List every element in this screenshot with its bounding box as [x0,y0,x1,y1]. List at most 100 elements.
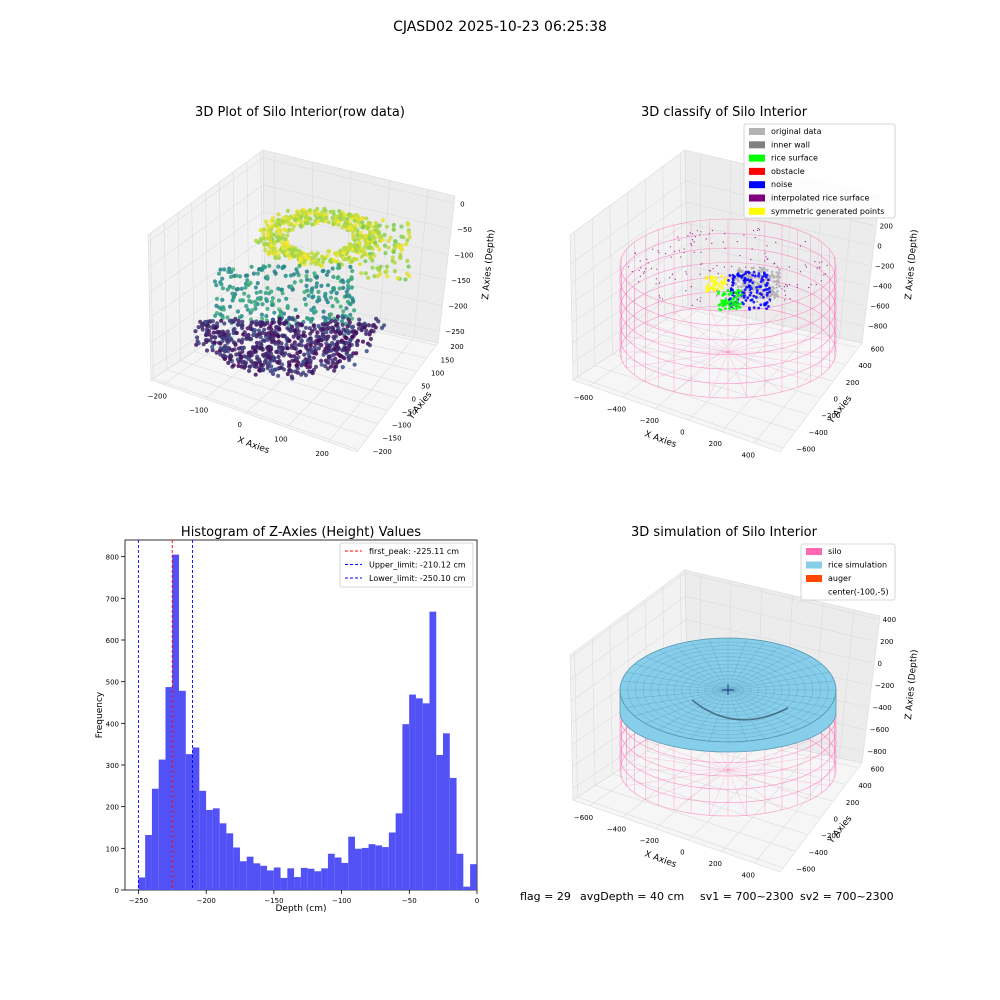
p2-point-interpolated [754,236,756,239]
p2-point-interpolated [700,263,702,265]
p2-point-original [778,275,782,279]
p4-legend-swatch [806,548,822,555]
p1-point [328,312,334,317]
p3-hist-bar [206,810,213,890]
p1-point [310,286,315,291]
p2-point-original [770,270,774,274]
p1-point [262,322,267,327]
p1-point [289,374,294,379]
p1-point [314,284,319,289]
p2-point-rice-surface [735,300,738,304]
p1-point [253,306,258,311]
p1-point [406,231,412,236]
p1-gridline-zl4 [150,265,265,344]
p3-hist-bar [415,698,423,890]
p2-point-noise [763,272,766,276]
p1-point [253,299,258,304]
p1-point [330,266,335,271]
p2-point-symmetric [707,288,711,292]
p1-point [324,349,329,354]
p1-point [306,257,312,262]
p2-point-noise [761,275,764,279]
p1-point [306,357,311,362]
p2-point-interpolated [772,293,774,295]
p1-point [243,364,248,369]
p1-point [349,244,354,249]
p2-gridline-y1 [594,365,795,432]
p2-point-interpolated [781,288,783,290]
p2-point-interpolated [631,271,633,273]
p3-hist-bar [158,759,166,890]
p3-hist-bar [300,867,308,890]
p1-point [238,353,243,358]
p2-point-interpolated [736,241,738,243]
p1-point [279,240,284,245]
p1-y-label: Y Axies [406,390,435,423]
p1-z-tick-label: 0 [460,200,464,208]
p1-point [270,368,275,373]
p2-y-tick-label: 400 [858,362,871,370]
footer-sv1: sv1 = 700~2300 [700,890,794,903]
p2-point-interpolated [774,262,776,264]
p2-point-noise [767,305,770,308]
p2-point-rice-surface [734,304,738,308]
p1-point [303,373,308,378]
p1-point [398,256,403,261]
p1-point [308,217,313,222]
p1-point [239,340,244,345]
p2-point-interpolated [785,284,787,286]
p2-point-noise [745,286,748,289]
p1-point [294,363,299,368]
p3-legend-label: Upper_limit: -210.12 cm [369,561,466,570]
p2-point-rice-surface [732,307,735,310]
p2-point-noise [759,280,763,283]
p1-point [319,343,324,348]
p1-point [392,269,397,274]
p1-point [284,296,289,301]
p1-point [264,314,269,319]
p1-point [301,259,306,264]
p3-hist-bar [145,835,152,890]
p2-x-tick-label: −600 [574,394,593,402]
p1-point [364,349,369,354]
p1-point [284,336,289,341]
p1-point [380,218,386,223]
p1-point [346,278,351,283]
p1-point [226,332,232,337]
p2-silo-spoke [727,312,783,353]
p2-point-interpolated [766,245,768,247]
p1-point [228,357,233,362]
p1-point [272,232,277,237]
p2-legend-swatch [749,141,765,149]
panel-histogram: Histogram of Z-Axies (Height) Values −25… [95,525,479,914]
p1-point [315,330,320,335]
p1-gridline-zl3 [149,238,265,319]
p1-point [302,352,307,357]
p1-point [319,254,325,259]
p2-point-interpolated [646,258,648,260]
p2-point-interpolated [661,298,664,300]
p1-x-label: X Axies [236,435,271,456]
p1-point [298,349,303,354]
p2-point-interpolated [699,234,701,236]
p1-point [352,362,357,367]
p1-y-tick-label: 0 [412,396,416,404]
p2-point-interpolated [639,275,642,277]
p1-point [299,339,304,344]
p1-point [305,338,311,343]
p1-point [283,273,288,278]
p1-point [314,275,319,280]
p1-point [350,325,355,330]
p2-point-noise [768,290,772,294]
p1-point [303,254,308,259]
p2-point-original [752,266,756,270]
p1-point [364,216,369,221]
p2-point-original [752,285,756,288]
p1-point [334,259,339,264]
p1-point [309,222,314,227]
p1-point [311,294,316,299]
p4-gridline-zl1 [570,596,686,680]
p1-point [360,339,366,344]
p2-point-noise [742,302,745,306]
p1-point [236,346,242,351]
